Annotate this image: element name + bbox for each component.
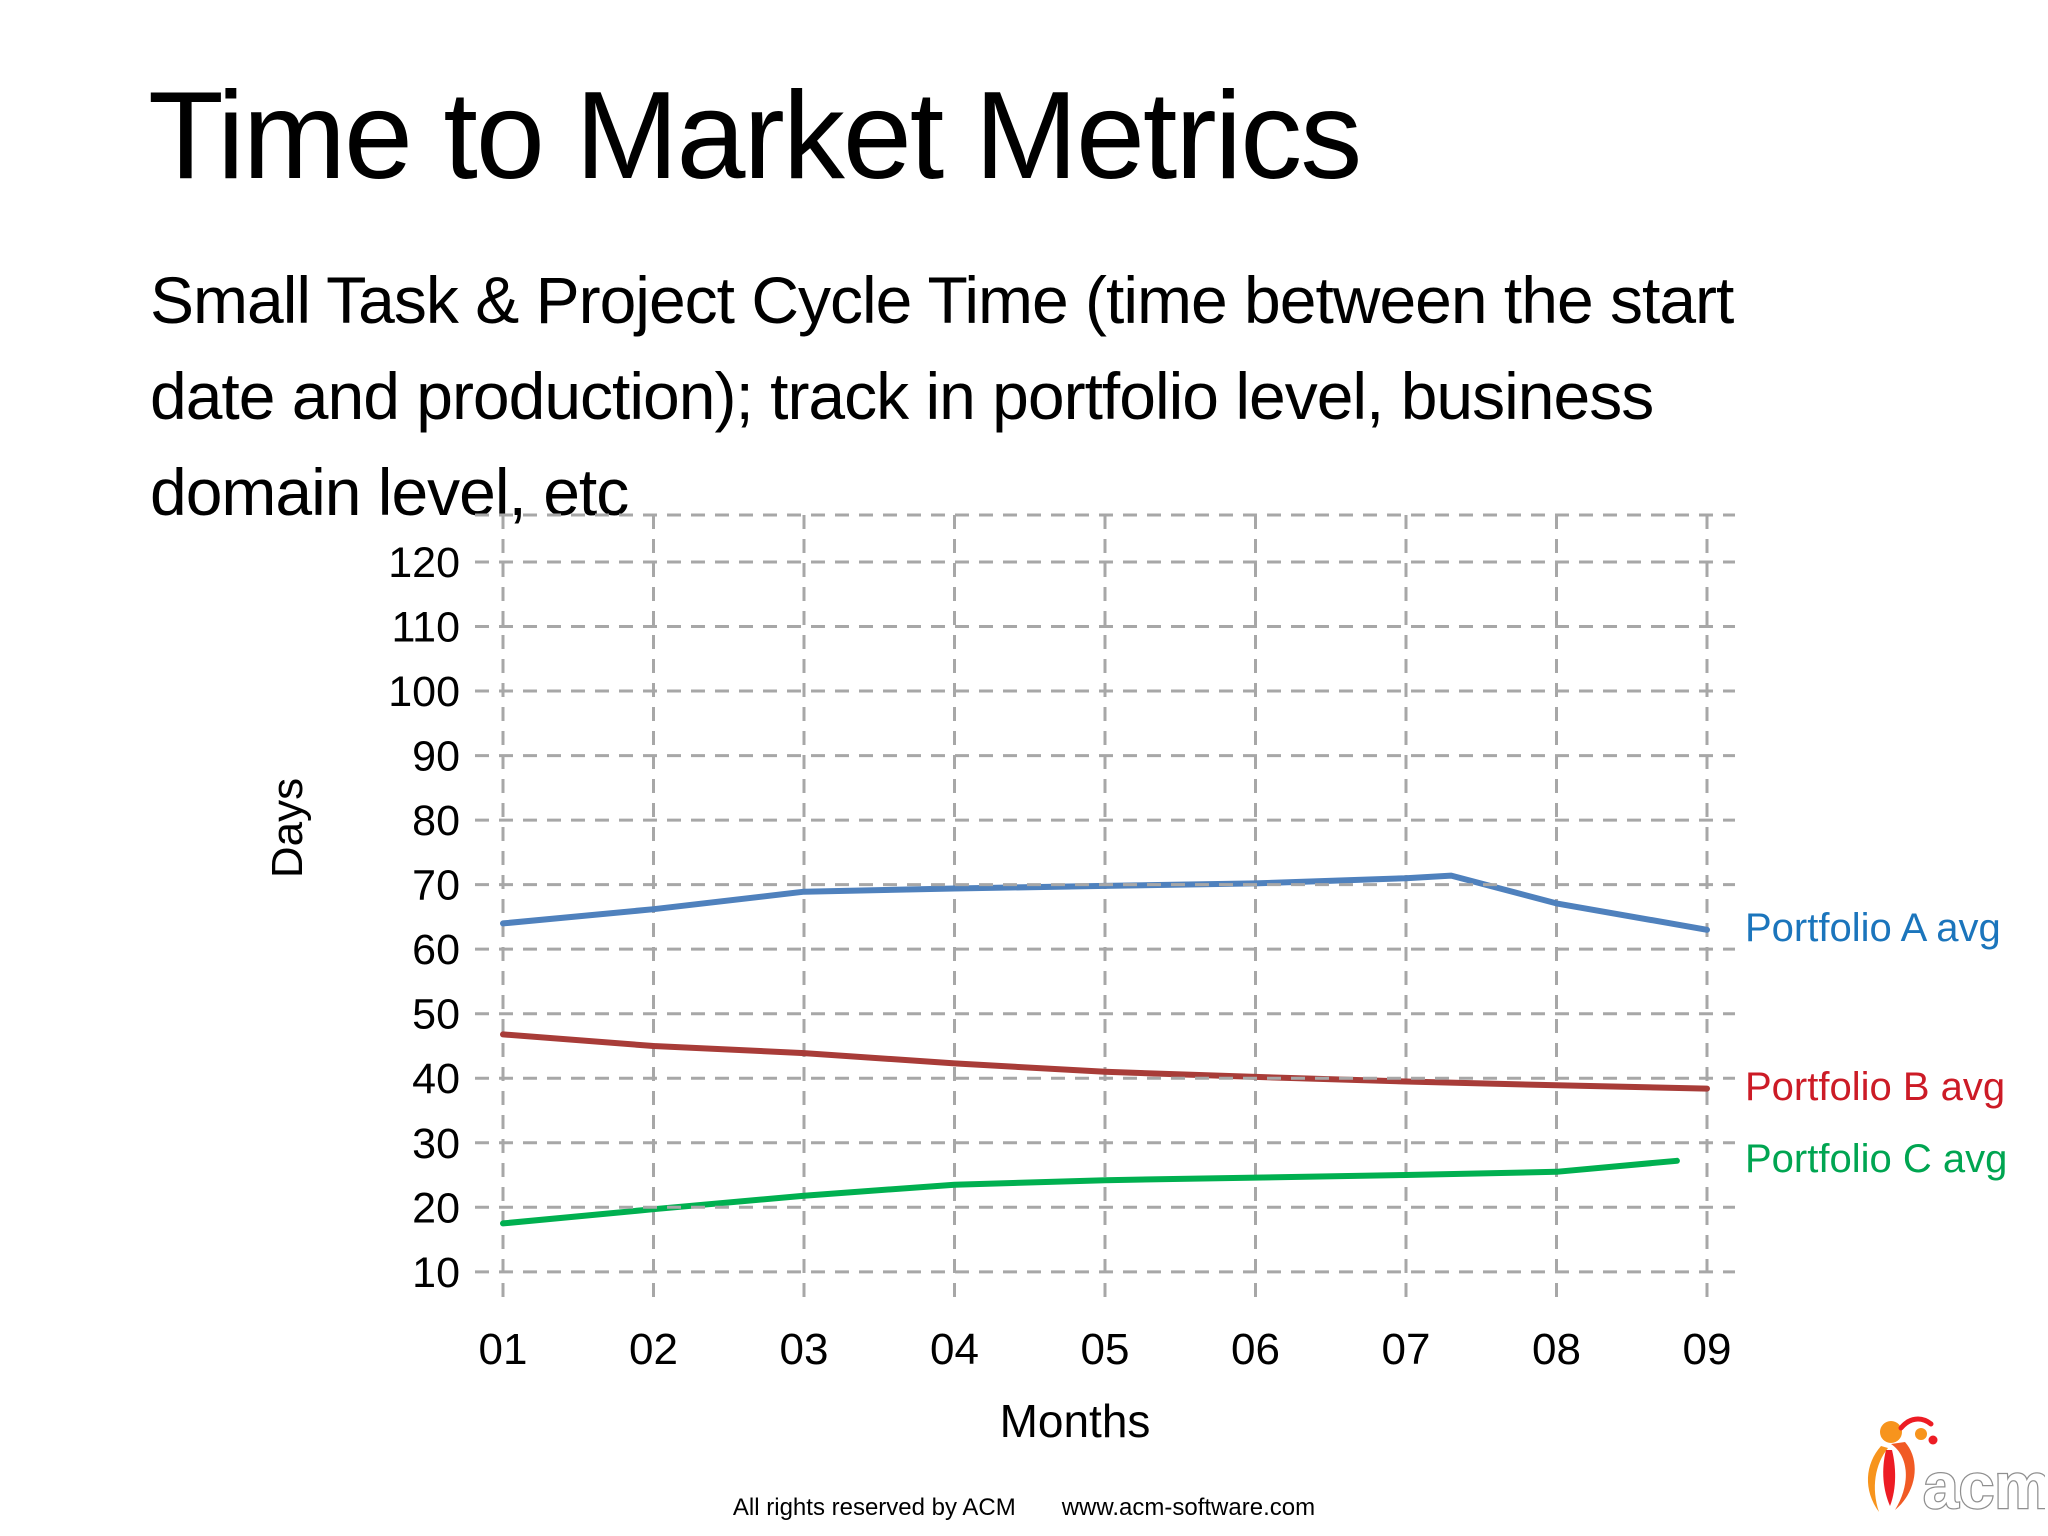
legend-label-portfolio-b-avg: Portfolio B avg — [1745, 1065, 2006, 1109]
x-axis-tick-label: 06 — [1231, 1325, 1280, 1374]
y-axis-tick-label: 60 — [412, 926, 460, 974]
y-axis-tick-label: 30 — [412, 1120, 460, 1168]
y-axis-tick-label: 90 — [412, 733, 460, 781]
y-axis-tick-label: 110 — [391, 604, 460, 652]
x-axis-tick-label: 04 — [930, 1325, 979, 1374]
y-axis-tick-label: 10 — [412, 1249, 460, 1297]
page-title: Time to Market Metrics — [148, 67, 1362, 205]
footer-rights-text: All rights reserved by ACM — [732, 1494, 1016, 1521]
x-axis-tick-label: 05 — [1081, 1325, 1130, 1374]
x-axis-tick-label: 02 — [629, 1325, 678, 1374]
footer-website-text: www.acm-software.com — [1061, 1494, 1316, 1521]
acm-logo: acm — [1855, 1412, 2048, 1528]
y-axis-tick-label: 100 — [388, 668, 460, 716]
x-axis-tick-label: 01 — [479, 1325, 528, 1374]
legend-label-portfolio-c-avg: Portfolio C avg — [1745, 1137, 2008, 1181]
flame-figure-icon — [1867, 1416, 1938, 1512]
y-axis-tick-label: 80 — [412, 797, 460, 845]
acm-logo-graphic: acm — [1867, 1416, 2048, 1523]
slide-subtitle: Small Task & Project Cycle Time (time be… — [150, 252, 1734, 540]
series-line-portfolio-c-avg — [500, 1157, 1680, 1227]
footer: All rights reserved by ACM www.acm-softwa… — [0, 1494, 2048, 1522]
subtitle-line-1: Small Task & Project Cycle Time (time be… — [150, 263, 1734, 337]
y-axis-tick-label: 50 — [412, 991, 460, 1039]
y-axis-tick-label: 20 — [412, 1184, 460, 1232]
x-axis-tick-label: 07 — [1382, 1325, 1431, 1374]
x-axis-tick-label: 09 — [1683, 1325, 1732, 1374]
y-axis-tick-label: 70 — [412, 862, 460, 910]
acm-logo-text: acm — [1923, 1450, 2045, 1522]
y-axis-title: Days — [263, 778, 312, 878]
legend-label-portfolio-a-avg: Portfolio A avg — [1745, 906, 2001, 950]
subtitle-line-2: date and production); track in portfolio… — [150, 359, 1654, 433]
subtitle-line-3: domain level, etc — [150, 455, 629, 529]
y-axis-tick-label: 120 — [388, 539, 460, 587]
x-axis-title: Months — [1000, 1395, 1151, 1447]
y-axis-tick-label: 40 — [412, 1055, 460, 1103]
x-axis-tick-label: 03 — [780, 1325, 829, 1374]
x-axis-tick-label: 08 — [1532, 1325, 1581, 1374]
series-line-portfolio-b-avg — [500, 1031, 1710, 1092]
